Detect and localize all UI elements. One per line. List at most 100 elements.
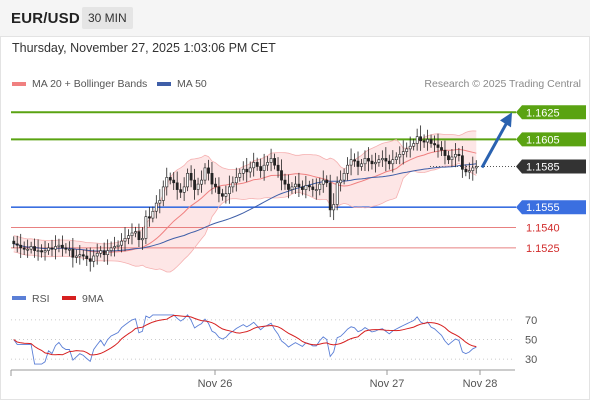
candle-body [68,248,71,251]
level-tag-2 [516,159,586,174]
rsi-line [13,314,477,365]
candle-body [384,158,388,162]
candle-body [172,179,176,184]
candle-body [102,250,106,256]
candle-body [33,246,37,251]
candle-body [224,193,228,197]
candle-body [447,155,450,161]
candle-body [259,166,263,171]
candle-body [457,154,461,157]
candle-body [346,164,350,174]
rsi-tick-1: 50 [525,335,537,347]
candle-body [141,238,144,241]
candle-body [321,179,325,185]
candle-body [300,186,304,190]
candle-body [186,173,190,188]
candle-body [231,182,235,188]
candle-body [123,238,127,242]
candle-body [238,173,242,178]
candle-body [356,160,360,167]
candle-body [40,250,44,253]
candle-body [29,246,33,250]
candle-body [158,200,162,204]
candle-body [450,156,454,161]
candle-body [304,185,308,190]
candle-body [273,158,277,166]
level-tag-3 [516,200,586,215]
candle-body [398,154,402,158]
candle-body [203,167,207,181]
candle-body [252,162,256,169]
candle-body [60,244,64,249]
candle-body [394,156,398,161]
candle-body [255,162,259,167]
candle-body [43,250,47,253]
candle-body [412,143,416,147]
rsi-legend-label-0: RSI [32,293,50,305]
projection-arrow-head [500,112,512,128]
level-tag-label-1: 1.1605 [526,134,560,146]
legend-swatch-0 [12,82,26,86]
rsi-legend-swatch-0 [12,296,26,300]
candle-body [57,244,61,247]
candle-body [151,211,155,219]
candle-body [228,186,231,194]
candle-body [154,202,158,212]
candle-body [460,155,464,170]
candle-body [342,173,346,181]
candle-body [373,162,377,165]
candle-body [269,158,273,163]
level-tag-label-0: 1.1625 [526,107,560,119]
timeframe-badge[interactable]: 30 MIN [82,7,133,29]
candle-body [380,158,384,161]
datetime-label: Thursday, November 27, 2025 1:03:06 PM C… [12,41,276,55]
candle-body [464,168,468,173]
candle-body [193,179,197,190]
candle-body [78,254,82,257]
candle-body [325,179,329,184]
candle-body [339,179,343,184]
level-tag-label-3: 1.1555 [526,202,560,214]
level-tag-label-2: 1.1585 [526,162,560,174]
candle-body [95,253,99,257]
candle-body [314,189,318,191]
candle-body [297,183,301,188]
candle-body [134,231,137,234]
candle-body [221,193,224,197]
candle-body [471,167,475,171]
candle-body [64,247,68,250]
candle-body [19,244,23,249]
candle-body [116,244,120,247]
candle-body [429,139,433,144]
candle-body [130,232,134,237]
candle-body [22,247,26,250]
candle-body [415,136,419,144]
candle-body [363,158,367,165]
candle-body [189,173,193,181]
candle-body [47,247,50,251]
ma50-line [13,163,477,252]
candle-body [207,167,210,174]
candle-body [127,235,130,239]
candle-body [15,243,19,246]
candle-body [433,143,437,146]
legend-label-1: MA 50 [177,78,207,90]
x-tick-label-0: Nov 26 [198,378,233,390]
candle-body [12,240,16,245]
candle-body [241,168,245,174]
candle-body [349,159,353,166]
candle-body [106,250,110,256]
level-tag-label-5: 1.1525 [526,243,560,255]
candle-body [217,186,221,194]
candle-body [248,167,252,173]
header-bar: EUR/USD 30 MIN [0,0,590,37]
candle-body [436,144,440,148]
x-tick-label-2: Nov 28 [463,378,498,390]
candle-body [391,159,395,165]
bollinger-upper-line [13,130,477,245]
candle-body [280,170,283,181]
candle-body [161,186,165,201]
candle-body [234,177,238,184]
rsi-tick-2: 30 [525,354,537,366]
